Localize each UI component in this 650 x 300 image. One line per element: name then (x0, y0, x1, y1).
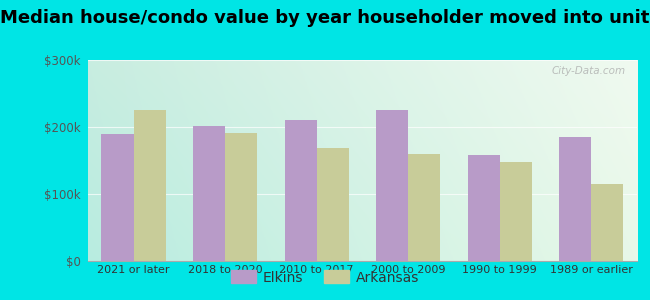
Bar (467, 155, 500, 261)
Bar (225, 133, 257, 261)
Bar (133, 110, 166, 261)
Bar (193, 126, 225, 261)
Text: City-Data.com: City-Data.com (552, 66, 626, 76)
Bar (317, 148, 348, 261)
Text: Median house/condo value by year householder moved into unit: Median house/condo value by year househo… (0, 9, 650, 27)
Bar (408, 154, 440, 261)
Bar (500, 162, 532, 261)
Bar (559, 137, 592, 261)
Bar (101, 134, 133, 261)
Bar (592, 184, 623, 261)
Bar (376, 110, 408, 261)
Legend: Elkins, Arkansas: Elkins, Arkansas (225, 265, 425, 290)
Bar (285, 120, 317, 261)
